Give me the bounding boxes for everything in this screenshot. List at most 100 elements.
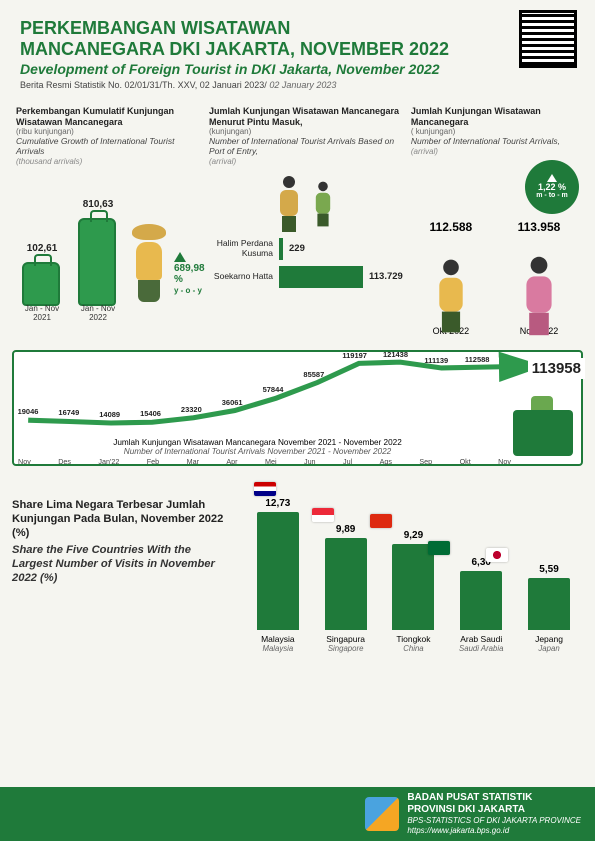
mtm-hdr-en: Number of International Tourist Arrivals… [411, 137, 579, 147]
mtm-unit-en: (arrival) [411, 147, 579, 156]
port-section: Jumlah Kunjungan Wisatawan Mancanegara M… [209, 106, 403, 335]
bps-logo-icon [365, 797, 399, 831]
mtm-badge: 1,22 % m - to - m [525, 160, 579, 214]
port-hdr-id: Jumlah Kunjungan Wisatawan Mancanegara M… [209, 106, 403, 127]
period-2022: Jan - Nov 2022 [72, 304, 124, 322]
walker-illustration [209, 176, 403, 232]
port-row: Soekarno Hatta 113.729 [209, 266, 403, 288]
trend-point-label: 121438 [383, 350, 408, 359]
bar-2021 [22, 262, 60, 306]
month-label: Mei [265, 457, 277, 466]
month-label: Des [58, 457, 71, 466]
share-bar: 6,30Arab SaudiSaudi Arabia [460, 571, 502, 630]
port-value: 229 [289, 243, 305, 254]
qr-code [519, 10, 577, 68]
flag-icon [312, 508, 334, 522]
port-bar [279, 238, 283, 260]
share-section: Share Lima Negara Terbesar Jumlah Kunjun… [12, 476, 583, 656]
triangle-up-icon [547, 174, 557, 182]
port-unit-id: (kunjungan) [209, 127, 403, 136]
share-bar: 9,89SingapuraSingapore [325, 538, 367, 630]
header: PERKEMBANGAN WISATAWAN MANCANEGARA DKI J… [0, 0, 595, 96]
flag-icon [254, 482, 276, 496]
mtm-columns: 112.588 Okt 2022 113.958 Nov 2022 [411, 220, 579, 336]
yoy-indicator: 689,98 % y - o - y [174, 252, 205, 296]
trend-point-label: 85587 [303, 370, 324, 379]
cumul-unit-en: (thousand arrivals) [16, 157, 201, 166]
port-bar [279, 266, 363, 288]
month-label: Ags [380, 457, 392, 466]
triangle-up-icon [174, 252, 186, 262]
port-value: 113.729 [369, 271, 403, 282]
val-2022: 810,63 [72, 199, 124, 210]
title-id: PERKEMBANGAN WISATAWAN MANCANEGARA DKI J… [20, 18, 575, 59]
share-bar-label: TiongkokChina [383, 630, 443, 653]
trend-point-label: 111139 [424, 356, 448, 365]
trend-point-label: 112588 [465, 355, 490, 364]
port-bars: Halim Perdana Kusuma 229 Soekarno Hatta … [209, 238, 403, 288]
month-label: Jul [343, 457, 352, 466]
section-row-1: Perkembangan Kumulatif Kunjungan Wisataw… [0, 96, 595, 341]
port-label: Halim Perdana Kusuma [209, 239, 273, 258]
cumulative-section: Perkembangan Kumulatif Kunjungan Wisataw… [16, 106, 201, 335]
footer: BADAN PUSAT STATISTIK PROVINSI DKI JAKAR… [0, 787, 595, 841]
trend-point-label: 16749 [58, 408, 79, 417]
month-label: Nov [18, 457, 31, 466]
cumul-hdr-en: Cumulative Growth of International Touri… [16, 137, 201, 157]
trend-point-label: 14089 [99, 410, 120, 419]
tourist-figure [411, 234, 491, 324]
trend-months: NovDesJan'22FebMarAprMeiJunJulAgsSepOktN… [18, 457, 511, 466]
port-label: Soekarno Hatta [209, 272, 273, 281]
trend-point-label: 15406 [140, 409, 161, 418]
tourist-illustration [128, 224, 170, 302]
trend-caption: Jumlah Kunjungan Wisatawan Mancanegara N… [14, 438, 501, 456]
trend-point-label: 57844 [263, 385, 284, 394]
share-bar-value: 12,73 [257, 498, 299, 509]
trend-point-label: 119197 [342, 351, 367, 360]
month-label: Jan'22 [98, 457, 119, 466]
trend-point-label: 23320 [181, 405, 202, 414]
mtm-value: 113.958 [499, 220, 579, 234]
share-chart: 12,73MalaysiaMalaysia 9,89SingapuraSingap… [244, 476, 583, 656]
mtm-unit-id: ( kunjungan) [411, 127, 579, 136]
subtitle: Berita Resmi Statistik No. 02/01/31/Th. … [20, 80, 575, 90]
val-2021: 102,61 [16, 243, 68, 254]
trend-chart: 113958 Jumlah Kunjungan Wisatawan Mancan… [12, 350, 583, 466]
share-bar: 12,73MalaysiaMalaysia [257, 512, 299, 630]
share-bar: 5,59JepangJapan [528, 578, 570, 630]
mtm-hdr-id: Jumlah Kunjungan Wisatawan Mancanegara [411, 106, 579, 127]
share-bar-label: SingapuraSingapore [316, 630, 376, 653]
cumul-hdr-id: Perkembangan Kumulatif Kunjungan Wisataw… [16, 106, 201, 127]
mtm-value: 112.588 [411, 220, 491, 234]
mtm-section: Jumlah Kunjungan Wisatawan Mancanegara (… [411, 106, 579, 335]
cumulative-chart: 102,61 Jan - Nov 2021 810,63 Jan - Nov 2… [16, 166, 201, 336]
month-label: Sep [419, 457, 432, 466]
trend-final-value: 113958 [528, 358, 585, 379]
trend-point-label: 19046 [18, 407, 39, 416]
month-label: Feb [147, 457, 159, 466]
month-label: Jun [304, 457, 316, 466]
port-hdr-en: Number of International Tourist Arrivals… [209, 137, 403, 157]
flag-icon [428, 541, 450, 555]
share-bar-value: 9,29 [392, 530, 434, 541]
mtm-col-nov: 113.958 Nov 2022 [499, 220, 579, 336]
mtm-col-oct: 112.588 Okt 2022 [411, 220, 491, 336]
share-bar-value: 5,59 [528, 564, 570, 575]
title-en: Development of Foreign Tourist in DKI Ja… [20, 61, 575, 77]
period-2021: Jan - Nov 2021 [16, 304, 68, 322]
port-row: Halim Perdana Kusuma 229 [209, 238, 403, 260]
flag-icon [486, 548, 508, 562]
footer-text: BADAN PUSAT STATISTIK PROVINSI DKI JAKAR… [407, 792, 581, 835]
bar-2022 [78, 218, 116, 306]
month-label: Okt [460, 457, 471, 466]
month-label: Apr [226, 457, 237, 466]
cumul-unit-id: (ribu kunjungan) [16, 127, 201, 136]
share-bar-label: JepangJapan [519, 630, 579, 653]
month-label: Mar [187, 457, 199, 466]
port-unit-en: (arrival) [209, 157, 403, 166]
flag-icon [370, 514, 392, 528]
podium-illustration [513, 410, 573, 456]
trend-point-label: 36061 [222, 398, 243, 407]
tourist-figure [499, 234, 579, 324]
share-title: Share Lima Negara Terbesar Jumlah Kunjun… [12, 476, 230, 656]
